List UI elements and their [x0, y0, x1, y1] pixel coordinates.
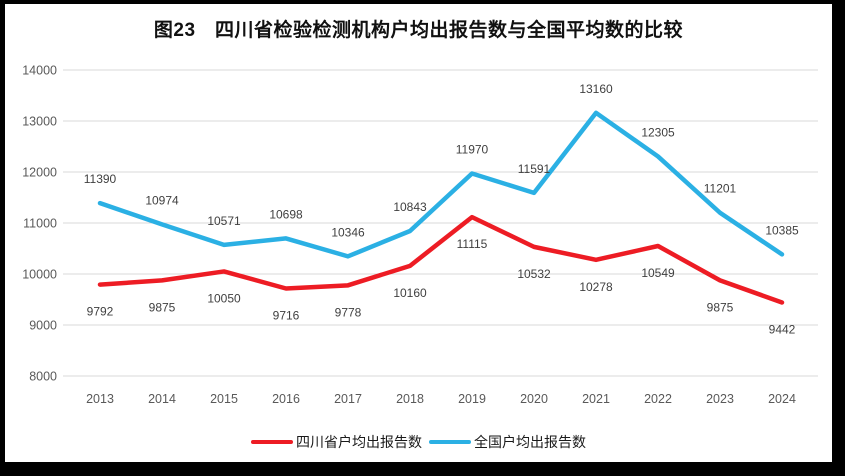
- x-tick-label: 2015: [210, 392, 238, 406]
- data-label: 10549: [641, 266, 675, 280]
- x-tick-label: 2013: [86, 392, 114, 406]
- data-label: 9875: [707, 300, 734, 314]
- data-label: 10160: [393, 286, 427, 300]
- data-label: 11115: [457, 237, 488, 251]
- y-tick-label: 8000: [29, 370, 57, 384]
- data-label: 9716: [273, 308, 300, 322]
- data-label: 11970: [456, 143, 489, 157]
- legend-item-sichuan: 四川省户均出报告数: [251, 432, 422, 452]
- data-label: 10698: [269, 207, 303, 221]
- y-tick-label: 14000: [22, 64, 57, 78]
- chart-canvas: 图23 四川省检验检测机构户均出报告数与全国平均数的比较 8000 9000 100…: [5, 4, 832, 462]
- data-label: 11201: [704, 182, 737, 196]
- y-tick-label: 12000: [22, 166, 57, 180]
- legend-swatch-national-line: [429, 439, 471, 445]
- data-label: 10385: [765, 223, 799, 237]
- x-tick-label: 2020: [520, 392, 548, 406]
- legend-label-national: 全国户均出报告数: [474, 434, 586, 450]
- data-label: 10278: [579, 280, 613, 294]
- data-label: 9792: [87, 305, 114, 319]
- chart-legend: 四川省户均出报告数 全国户均出报告数: [5, 431, 832, 453]
- chart-title: 图23 四川省检验检测机构户均出报告数与全国平均数的比较: [153, 20, 684, 41]
- y-tick-label: 9000: [29, 319, 57, 333]
- x-tick-label: 2014: [148, 392, 176, 406]
- data-label: 10346: [331, 225, 365, 239]
- line-chart-plot-area: 8000 9000 10000 11000 12000 13000 14000 2013 201…: [22, 64, 818, 406]
- data-label: 13160: [579, 82, 613, 96]
- data-label: 10050: [207, 291, 241, 305]
- legend-swatch-sichuan-line: [251, 439, 293, 445]
- data-label: 11591: [518, 162, 551, 176]
- data-label: 10974: [145, 193, 179, 207]
- series-line-1: [97, 110, 785, 259]
- x-tick-label: 2017: [334, 392, 362, 406]
- data-label: 10571: [207, 214, 241, 228]
- data-label: 12305: [641, 125, 675, 139]
- data-label: 9442: [769, 322, 796, 336]
- y-tick-label: 13000: [22, 115, 57, 129]
- data-label: 11390: [84, 172, 117, 186]
- x-tick-label: 2024: [768, 392, 796, 406]
- x-tick-label: 2023: [706, 392, 734, 406]
- data-label: 10843: [393, 200, 427, 214]
- data-label: 10532: [517, 267, 551, 281]
- legend-label-sichuan: 四川省户均出报告数: [296, 434, 422, 450]
- data-label: 9778: [335, 305, 362, 319]
- x-tick-label: 2021: [582, 392, 610, 406]
- x-tick-label: 2016: [272, 392, 300, 406]
- x-tick-label: 2019: [458, 392, 486, 406]
- series-line-0: [97, 214, 785, 305]
- x-tick-label: 2022: [644, 392, 672, 406]
- y-tick-label: 11000: [23, 217, 57, 231]
- data-label: 9875: [149, 300, 176, 314]
- y-tick-label: 10000: [22, 268, 57, 282]
- legend-item-national: 全国户均出报告数: [429, 432, 586, 452]
- x-tick-label: 2018: [396, 392, 424, 406]
